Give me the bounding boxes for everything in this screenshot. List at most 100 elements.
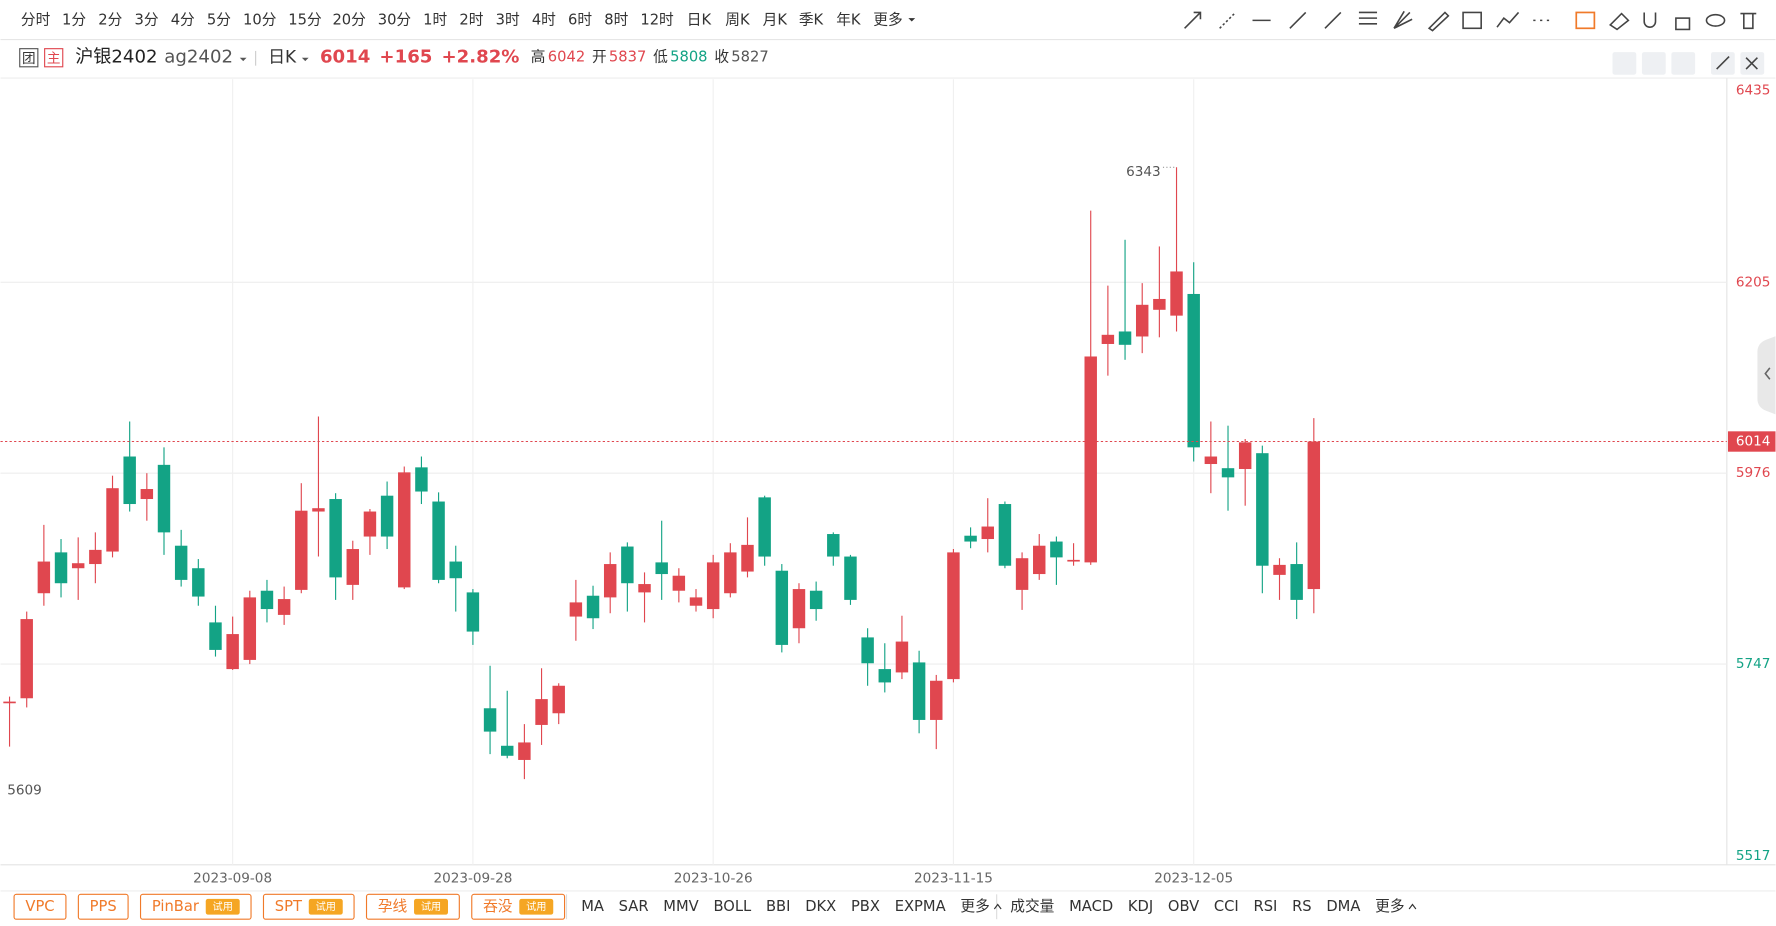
sub-indicator[interactable]: RS [1292,898,1312,915]
period-tab[interactable]: 3时 [496,11,520,28]
tool-dashed[interactable] [1219,11,1237,29]
candle-body [1153,298,1166,310]
main-indicator[interactable]: MA [581,898,604,915]
period-tab[interactable]: 1时 [423,11,447,28]
candle-body [569,602,583,617]
period-tab[interactable]: 6时 [568,11,592,28]
change-percent: +2.82% [441,47,519,68]
control-button[interactable] [1671,52,1696,75]
y-tick-label: 5517 [1736,848,1771,864]
period-tab[interactable]: 季K [799,11,824,28]
period-tab[interactable]: 4时 [532,11,556,28]
tool-image[interactable] [1462,11,1482,30]
tool-eraser[interactable] [1608,12,1630,31]
candle-body [655,562,668,575]
tool-fan[interactable] [1393,10,1413,30]
control-button[interactable] [1641,52,1666,75]
period-tab[interactable]: 5分 [207,11,231,28]
candle-body [912,662,926,720]
sub-indicator[interactable]: KDJ [1128,898,1153,915]
badge[interactable]: 主 [47,51,61,67]
candle-body [1084,356,1097,563]
pattern-name[interactable]: VPC [25,898,54,915]
period-tab[interactable]: 日K [687,11,712,28]
period-tab[interactable]: 20分 [332,11,366,28]
period-tab[interactable]: 2分 [98,11,122,28]
period-tab[interactable]: 30分 [378,11,412,28]
candle-body [483,708,497,732]
tool-pen[interactable] [1427,11,1450,32]
tool-line[interactable] [1324,11,1342,29]
period-tab[interactable]: 更多 [873,11,902,28]
pattern-name[interactable]: 吞没 [483,898,513,915]
tool-edit[interactable] [1575,11,1596,30]
pattern-button[interactable] [139,893,252,920]
candle-body [192,568,205,597]
tool-segment[interactable] [1289,11,1307,29]
symbol-name: 沪银2402 [75,47,157,68]
badge[interactable]: 团 [22,51,36,67]
pattern-button[interactable] [77,893,129,920]
side-panel-arrow [1764,367,1771,380]
pattern-name[interactable]: SPT [275,898,303,915]
tool-wave[interactable] [1496,11,1520,28]
candle-body [1256,453,1269,566]
main-indicator[interactable]: BBI [766,898,791,915]
candle-body [1170,271,1183,316]
period-tab[interactable]: 分时 [21,11,51,28]
period-tab[interactable]: 15分 [288,11,322,28]
main-indicator[interactable]: PBX [851,898,880,915]
period-tab[interactable]: 12时 [640,11,674,28]
stat-value: 5827 [731,49,768,66]
sub-indicator[interactable]: OBV [1168,898,1199,915]
main-indicator[interactable]: SAR [619,898,649,915]
pattern-name[interactable]: 孕线 [378,898,408,915]
chart-controls[interactable] [1612,52,1765,75]
control-button[interactable] [1612,52,1637,75]
tool-delete[interactable] [1740,12,1757,30]
tool-ray[interactable] [1184,11,1202,29]
more-button[interactable]: 更多 [1375,898,1404,915]
pattern-name[interactable]: PPS [90,898,117,915]
close-icon [1745,57,1758,70]
candle-body [981,526,994,540]
tool-eye[interactable] [1705,13,1726,27]
period-tab[interactable]: 年K [836,11,861,28]
candle-body [1067,559,1080,562]
sub-indicator[interactable]: MACD [1069,898,1113,915]
main-indicator[interactable]: MMV [663,898,698,915]
tool-lock[interactable] [1675,17,1691,31]
period-tab[interactable]: 周K [725,11,750,28]
sub-indicator[interactable]: DMA [1326,898,1360,915]
drawing-tools[interactable] [1184,10,1757,32]
period-tab[interactable]: 10分 [243,11,277,28]
more-arrow [1408,903,1417,910]
period-tab[interactable]: 1分 [62,11,86,28]
main-indicator[interactable]: DKX [805,898,836,915]
period-tab[interactable]: 4分 [171,11,195,28]
main-indicator[interactable]: EXPMA [895,898,946,915]
period-tab[interactable]: 8时 [604,11,628,28]
pattern-button[interactable] [471,893,566,920]
period-tab[interactable]: 月K [763,11,788,28]
sub-indicator[interactable]: RSI [1253,898,1277,915]
dropdown-arrow [908,18,916,22]
period-tab[interactable]: 2时 [459,11,483,28]
candle-body [741,544,754,572]
candle-body [964,535,977,542]
stat-label: 低 [653,49,668,66]
tool-fib[interactable] [1358,11,1378,25]
main-indicator[interactable]: BOLL [713,898,752,915]
sub-indicator[interactable]: 成交量 [1010,897,1054,915]
sub-indicator[interactable]: CCI [1214,898,1239,915]
pattern-button[interactable] [13,893,67,920]
candle-body [1015,558,1029,590]
tool-magnet[interactable] [1643,12,1657,28]
more-button[interactable]: 更多 [960,898,989,915]
pattern-button[interactable] [262,893,355,920]
pattern-button[interactable] [365,893,460,920]
period-tab[interactable]: 3分 [134,11,158,28]
pattern-name[interactable]: PinBar [152,898,200,915]
